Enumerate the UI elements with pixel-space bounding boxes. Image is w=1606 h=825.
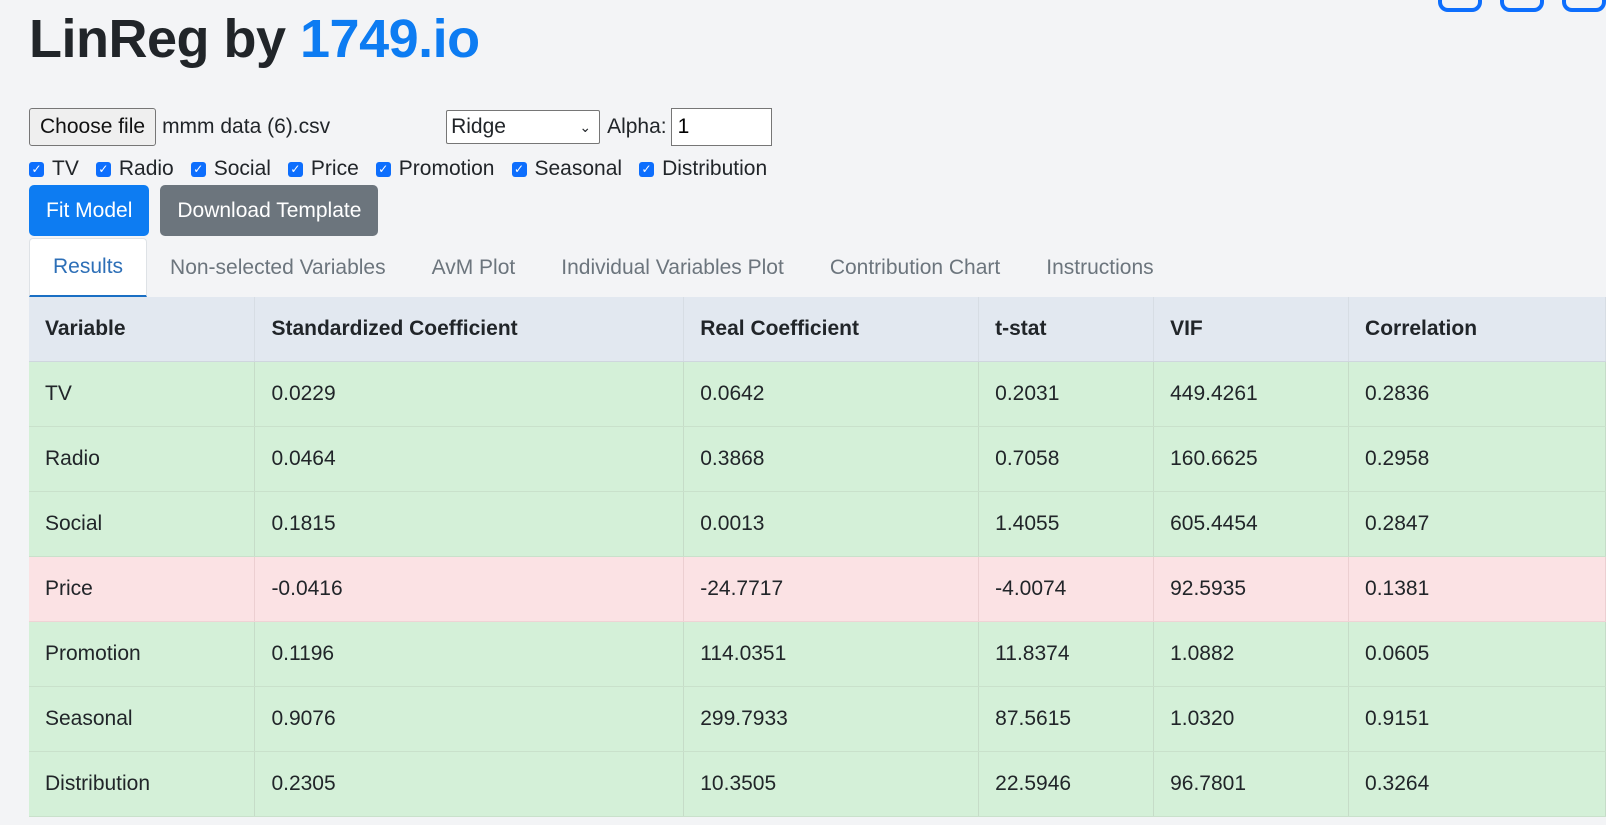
table-cell: 114.0351 bbox=[683, 621, 980, 687]
table-cell: 0.2031 bbox=[978, 361, 1155, 427]
checkbox-promotion[interactable]: ✓ Promotion bbox=[375, 157, 495, 181]
social-icon-3[interactable] bbox=[1562, 0, 1606, 12]
table-cell: 0.0605 bbox=[1348, 621, 1606, 687]
model-select[interactable]: Ridge ⌄ bbox=[446, 110, 601, 144]
table-cell: 0.3868 bbox=[683, 426, 980, 492]
table-cell: 449.4261 bbox=[1153, 361, 1350, 427]
title-prefix: LinReg by bbox=[29, 9, 301, 69]
variable-checkboxes: ✓ TV ✓ Radio ✓ Social ✓ Price ✓ Promotion ✓ Se… bbox=[29, 157, 784, 181]
table-cell: 0.2836 bbox=[1348, 361, 1606, 427]
table-cell: 96.7801 bbox=[1153, 751, 1350, 817]
column-header: Standardized Coefficient bbox=[254, 297, 685, 362]
model-select-value: Ridge bbox=[451, 115, 506, 138]
check-icon: ✓ bbox=[287, 161, 303, 177]
table-cell: Social bbox=[29, 491, 256, 557]
table-cell: 0.2958 bbox=[1348, 426, 1606, 492]
action-buttons: Fit Model Download Template bbox=[29, 185, 379, 236]
table-cell: 92.5935 bbox=[1153, 556, 1350, 622]
table-cell: 160.6625 bbox=[1153, 426, 1350, 492]
table-cell: Promotion bbox=[29, 621, 256, 687]
table-cell: 11.8374 bbox=[978, 621, 1155, 687]
checkbox-tv[interactable]: ✓ TV bbox=[29, 157, 79, 181]
table-cell: 0.9076 bbox=[254, 686, 685, 752]
table-row: TV 0.0229 0.0642 0.2031 449.4261 0.2836 bbox=[29, 361, 1606, 427]
table-cell: -24.7717 bbox=[683, 556, 980, 622]
table-cell: 1.0320 bbox=[1153, 686, 1350, 752]
table-cell: -0.0416 bbox=[254, 556, 685, 622]
table-cell: 87.5615 bbox=[978, 686, 1155, 752]
table-cell: TV bbox=[29, 361, 256, 427]
table-cell: Radio bbox=[29, 426, 256, 492]
table-cell: -4.0074 bbox=[978, 556, 1155, 622]
table-cell: Price bbox=[29, 556, 256, 622]
check-icon: ✓ bbox=[639, 161, 655, 177]
linkedin-icon[interactable] bbox=[1500, 0, 1544, 12]
check-icon: ✓ bbox=[375, 161, 391, 177]
chevron-down-icon: ⌄ bbox=[579, 118, 592, 135]
tab-contribution-chart[interactable]: Contribution Chart bbox=[829, 255, 1001, 279]
table-cell: 0.0013 bbox=[683, 491, 980, 557]
table-row: Radio 0.0464 0.3868 0.7058 160.6625 0.2958 bbox=[29, 426, 1606, 492]
tab-results[interactable]: Results bbox=[29, 238, 148, 297]
table-cell: 0.3264 bbox=[1348, 751, 1606, 817]
table-cell: 605.4454 bbox=[1153, 491, 1350, 557]
download-template-button[interactable]: Download Template bbox=[160, 185, 379, 236]
social-icons bbox=[1438, 0, 1606, 12]
checkbox-distribution[interactable]: ✓ Distribution bbox=[639, 157, 767, 181]
column-header: Variable bbox=[29, 297, 256, 362]
table-cell: 299.7933 bbox=[683, 686, 980, 752]
table-cell: 0.2305 bbox=[254, 751, 685, 817]
table-cell: Seasonal bbox=[29, 686, 256, 752]
check-icon: ✓ bbox=[190, 161, 206, 177]
checkbox-social[interactable]: ✓ Social bbox=[190, 157, 271, 181]
table-cell: 22.5946 bbox=[978, 751, 1155, 817]
tab-individual-variables-plot[interactable]: Individual Variables Plot bbox=[561, 255, 784, 279]
choose-file-button[interactable]: Choose file bbox=[29, 108, 157, 146]
table-cell: 1.0882 bbox=[1153, 621, 1350, 687]
check-icon: ✓ bbox=[29, 161, 44, 177]
table-cell: 1.4055 bbox=[978, 491, 1155, 557]
tab-instructions[interactable]: Instructions bbox=[1046, 255, 1154, 279]
table-row: Seasonal 0.9076 299.7933 87.5615 1.0320 0.915… bbox=[29, 686, 1606, 752]
table-cell: 0.9151 bbox=[1348, 686, 1606, 752]
tab-avm-plot[interactable]: AvM Plot bbox=[431, 255, 516, 279]
fit-model-button[interactable]: Fit Model bbox=[29, 185, 150, 236]
table-cell: Distribution bbox=[29, 751, 256, 817]
alpha-input[interactable] bbox=[670, 108, 772, 146]
column-header: t-stat bbox=[978, 297, 1155, 362]
column-header: Correlation bbox=[1348, 297, 1606, 362]
check-icon: ✓ bbox=[511, 161, 527, 177]
checkbox-seasonal[interactable]: ✓ Seasonal bbox=[511, 157, 622, 181]
column-header: Real Coefficient bbox=[683, 297, 980, 362]
table-row: Price -0.0416 -24.7717 -4.0074 92.5935 0.1381 bbox=[29, 556, 1606, 622]
check-icon: ✓ bbox=[95, 161, 111, 177]
table-cell: 0.1196 bbox=[254, 621, 685, 687]
social-icon-1[interactable] bbox=[1438, 0, 1482, 12]
table-row: Promotion 0.1196 114.0351 11.8374 1.0882 0.06… bbox=[29, 621, 1606, 687]
controls-row: Choose file mmm data (6).csv Ridge ⌄ Alp… bbox=[29, 108, 772, 146]
table-cell: 10.3505 bbox=[683, 751, 980, 817]
results-table: Variable Standardized Coefficient Real C… bbox=[29, 297, 1606, 817]
column-header: VIF bbox=[1153, 297, 1350, 362]
table-cell: 0.0464 bbox=[254, 426, 685, 492]
page-title: LinReg by 1749.io bbox=[29, 8, 480, 70]
table-row: Distribution 0.2305 10.3505 22.5946 96.7801 0… bbox=[29, 751, 1606, 817]
table-header-row: Variable Standardized Coefficient Real C… bbox=[29, 297, 1606, 362]
table-cell: 0.1381 bbox=[1348, 556, 1606, 622]
table-cell: 0.2847 bbox=[1348, 491, 1606, 557]
alpha-label: Alpha: bbox=[607, 115, 667, 138]
table-cell: 0.7058 bbox=[978, 426, 1155, 492]
table-cell: 0.1815 bbox=[254, 491, 685, 557]
tab-bar: Results Non-selected Variables AvM Plot … bbox=[29, 238, 1606, 298]
checkbox-price[interactable]: ✓ Price bbox=[287, 157, 359, 181]
table-row: Social 0.1815 0.0013 1.4055 605.4454 0.2847 bbox=[29, 491, 1606, 557]
table-cell: 0.0229 bbox=[254, 361, 685, 427]
tab-non-selected-variables[interactable]: Non-selected Variables bbox=[170, 255, 386, 279]
table-cell: 0.0642 bbox=[683, 361, 980, 427]
file-name: mmm data (6).csv bbox=[162, 115, 331, 138]
brand-link[interactable]: 1749.io bbox=[300, 9, 480, 69]
checkbox-radio[interactable]: ✓ Radio bbox=[95, 157, 174, 181]
